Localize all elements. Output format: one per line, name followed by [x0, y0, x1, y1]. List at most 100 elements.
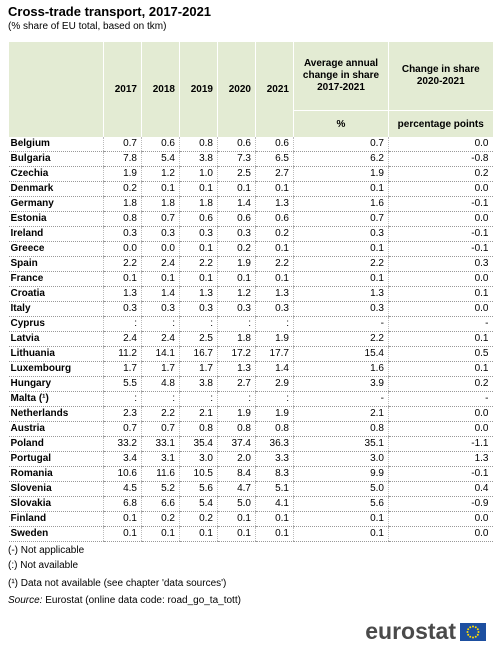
table-cell: 1.6	[293, 361, 389, 377]
table-cell: 0.1	[179, 241, 218, 257]
table-row: Ireland 0.3 0.3 0.3 0.3 0.2 0.3 -0.1	[8, 226, 493, 242]
table-cell: 0.7	[141, 211, 180, 227]
table-cell: 0.8	[293, 421, 389, 437]
table-cell: 0.1	[103, 271, 142, 287]
table-cell: 3.8	[179, 151, 218, 167]
table-cell: 8.4	[217, 466, 256, 482]
table-cell: 8.3	[255, 466, 294, 482]
table-row: Cyprus::::: - -	[8, 316, 493, 332]
table-cell: 33.1	[141, 436, 180, 452]
table-cell: 4.8	[141, 376, 180, 392]
table-cell: 5.5	[103, 376, 142, 392]
country-name: Luxembourg	[8, 361, 104, 377]
table-cell: 15.4	[293, 346, 389, 362]
table-row: Portugal 3.4 3.1 3.0 2.0 3.3 3.0 1.3	[8, 451, 493, 467]
country-name: France	[8, 271, 104, 287]
table-cell: 4.5	[103, 481, 142, 497]
table-cell: 7.8	[103, 151, 142, 167]
table-cell: 2.7	[217, 376, 256, 392]
column-header: 2020	[217, 42, 256, 137]
country-name: Estonia	[8, 211, 104, 227]
table-cell: 0.1	[293, 271, 389, 287]
table-cell: 1.7	[103, 361, 142, 377]
table-cell: 14.1	[141, 346, 180, 362]
table-cell: 0.8	[103, 211, 142, 227]
table-cell: 0.1	[255, 511, 294, 527]
country-name: Denmark	[8, 181, 104, 197]
table-cell: 0.3	[141, 301, 180, 317]
table-row: Luxembourg 1.7 1.7 1.7 1.3 1.4 1.6 0.1	[8, 361, 493, 377]
table-cell: 0.1	[103, 511, 142, 527]
table-row: Estonia 0.8 0.7 0.6 0.6 0.6 0.7 0.0	[8, 211, 493, 227]
table-cell: 35.4	[179, 436, 218, 452]
table-cell: 10.5	[179, 466, 218, 482]
table-cell: 0.1	[293, 241, 389, 257]
table-row: Greece 0.0 0.0 0.1 0.2 0.1 0.1 -0.1	[8, 241, 493, 257]
table-cell: 0.0	[388, 406, 493, 422]
table-cell: 0.3	[179, 226, 218, 242]
note: (:) Not available	[8, 560, 79, 571]
table-cell: 1.2	[217, 286, 256, 302]
table-cell: 0.2	[217, 241, 256, 257]
table-cell: 3.1	[141, 451, 180, 467]
table-cell: -0.1	[388, 226, 493, 242]
table-cell: 0.1	[293, 511, 389, 527]
table-cell: -	[293, 391, 389, 407]
table-cell: 1.6	[293, 196, 389, 212]
table-cell: -1.1	[388, 436, 493, 452]
table-cell: 0.1	[141, 181, 180, 197]
table-cell: 16.7	[179, 346, 218, 362]
table-cell: 6.2	[293, 151, 389, 167]
table-cell: 0.1	[293, 181, 389, 197]
logo-text: eurostat	[365, 618, 456, 644]
table-cell: 2.2	[293, 256, 389, 272]
table-cell: 1.3	[217, 361, 256, 377]
table-cell: 37.4	[217, 436, 256, 452]
table-cell: 1.3	[388, 451, 493, 467]
column-header: Change in share 2020-2021	[388, 42, 493, 111]
table-cell: -0.1	[388, 196, 493, 212]
table-cell: 0.1	[179, 271, 218, 287]
country-name: Lithuania	[8, 346, 104, 362]
table-row: Italy 0.3 0.3 0.3 0.3 0.3 0.3 0.0	[8, 301, 493, 317]
table-cell: 0.7	[103, 137, 142, 152]
table-cell: 0.8	[217, 421, 256, 437]
table-cell: 0.1	[141, 526, 180, 542]
table-cell: 0.0	[388, 211, 493, 227]
table-cell: 2.5	[217, 166, 256, 182]
table-cell: 1.7	[179, 361, 218, 377]
table-cell: 0.3	[217, 301, 256, 317]
table-cell: 0.1	[217, 526, 256, 542]
table-cell: 2.7	[255, 166, 294, 182]
table-cell: 1.9	[217, 406, 256, 422]
table-row: Sweden 0.1 0.1 0.1 0.1 0.1 0.1 0.0	[8, 526, 493, 542]
table-cell: 3.0	[179, 451, 218, 467]
table-cell: 5.2	[141, 481, 180, 497]
table-cell: 0.1	[141, 271, 180, 287]
country-name: Austria	[8, 421, 104, 437]
table-cell: 1.3	[293, 286, 389, 302]
table-cell: 1.4	[217, 196, 256, 212]
subtitle: (% share of EU total, based on tkm)	[8, 21, 167, 32]
table-cell: 0.3	[388, 256, 493, 272]
note: (¹) Data not available (see chapter 'dat…	[8, 578, 227, 589]
table-cell: 0.1	[217, 181, 256, 197]
table-cell: 1.0	[179, 166, 218, 182]
table-cell: 0.6	[179, 211, 218, 227]
table-cell: 1.4	[255, 361, 294, 377]
table-cell: 0.1	[103, 526, 142, 542]
column-header: 2018	[141, 42, 180, 137]
table-cell: :	[103, 391, 142, 407]
country-name: Italy	[8, 301, 104, 317]
table-cell: :	[179, 391, 218, 407]
table-cell: 0.3	[293, 301, 389, 317]
table-cell: 0.1	[388, 331, 493, 347]
table-row: Bulgaria 7.8 5.4 3.8 7.3 6.5 6.2 -0.8	[8, 151, 493, 167]
table-cell: 2.2	[141, 406, 180, 422]
table-cell: 2.2	[293, 331, 389, 347]
table-cell: 35.1	[293, 436, 389, 452]
table-cell: 17.7	[255, 346, 294, 362]
table-cell: 0.1	[255, 181, 294, 197]
table-row: Romania 10.6 11.6 10.5 8.4 8.3 9.9 -0.1	[8, 466, 493, 482]
